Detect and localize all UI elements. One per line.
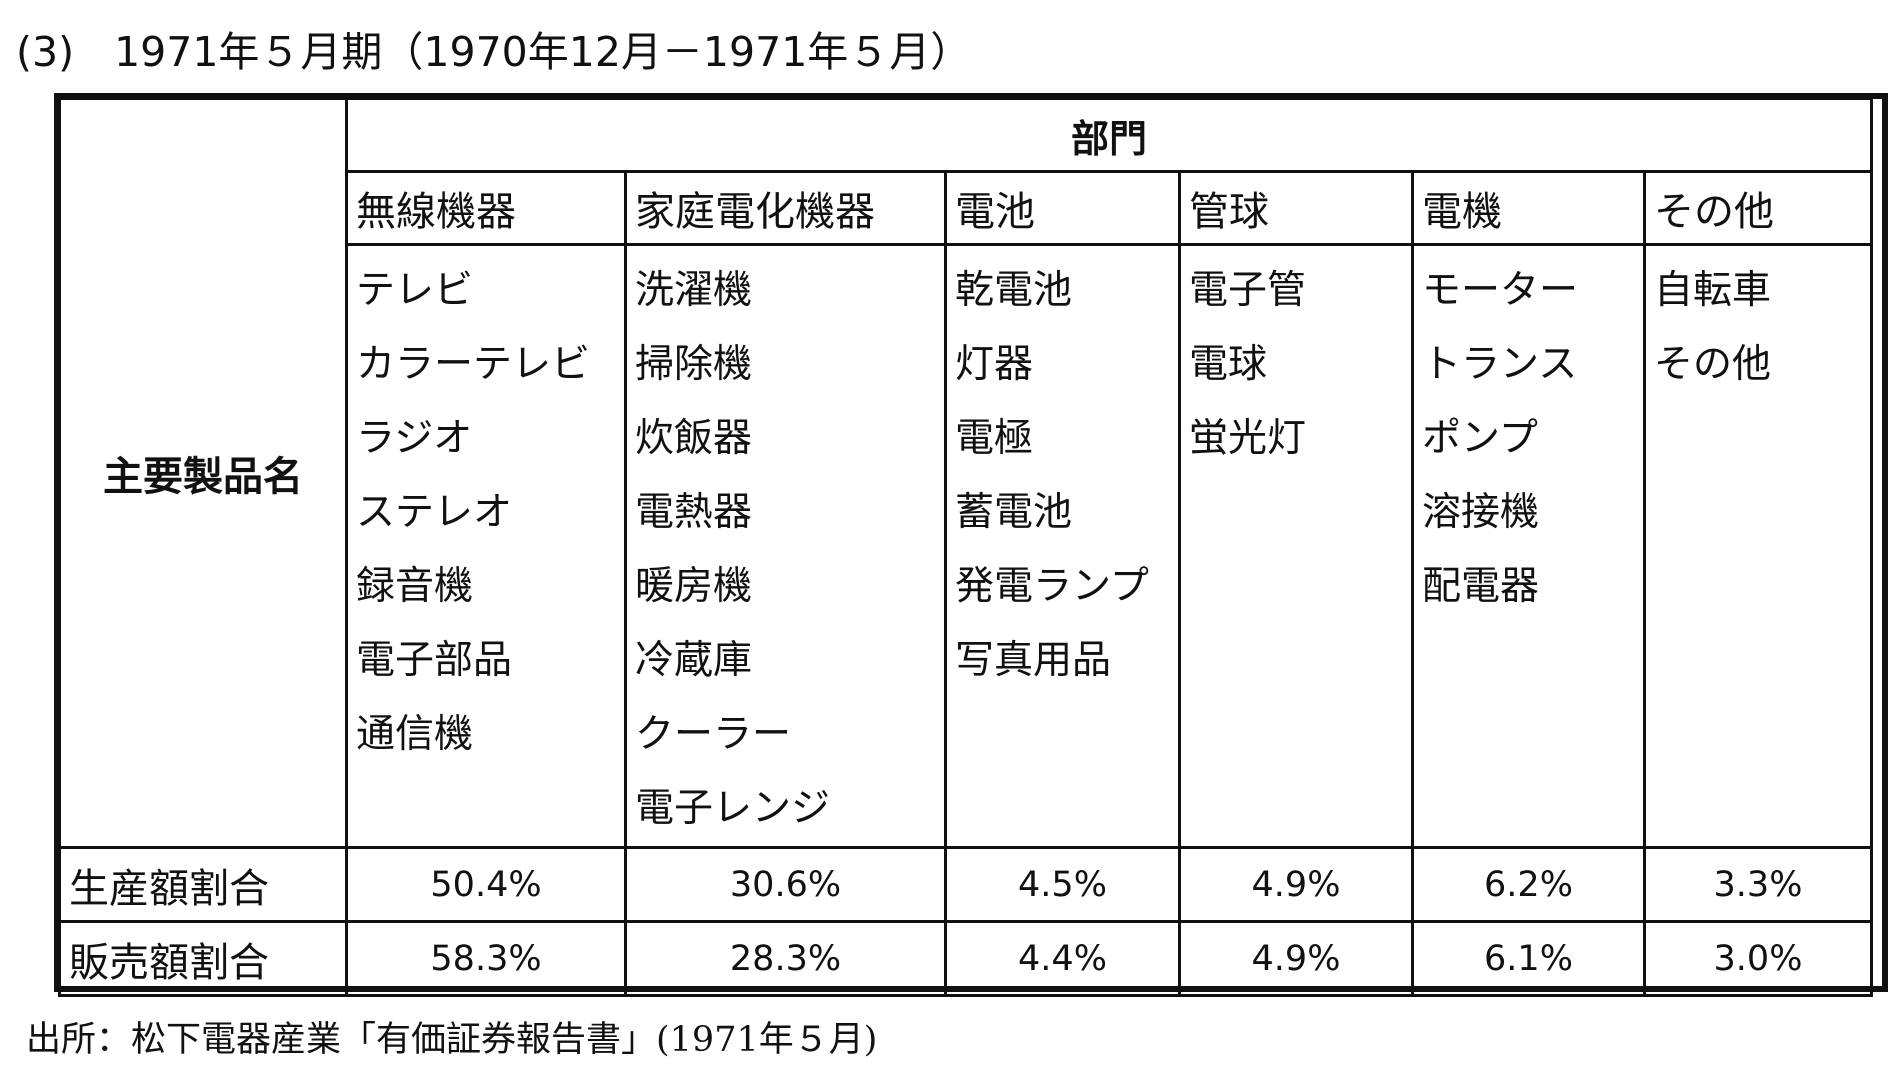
sales-share-value: 6.1% bbox=[1411, 920, 1646, 997]
product-item: 溶接機 bbox=[1422, 490, 1540, 535]
product-item: ステレオ bbox=[356, 490, 513, 535]
product-item: ポンプ bbox=[1422, 416, 1538, 461]
product-item: 電子管 bbox=[1189, 268, 1307, 313]
product-share-table: 主要製品名 部門 無線機器 家庭電化機器 電池 管球 電機 その他 テレビ カラ… bbox=[58, 97, 1873, 997]
sales-share-value: 28.3% bbox=[624, 920, 947, 997]
product-list-electrical-machinery: モーター トランス ポンプ 溶接機 配電器 bbox=[1411, 243, 1646, 849]
production-share-row: 生産額割合 50.4% 30.6% 4.5% 4.9% 6.2% 3.3% bbox=[58, 846, 1873, 923]
sales-share-value: 4.9% bbox=[1178, 920, 1414, 997]
production-share-label: 生産額割合 bbox=[58, 846, 348, 923]
sales-share-value: 58.3% bbox=[345, 920, 627, 997]
department-name-tubes: 管球 bbox=[1178, 170, 1414, 246]
production-share-value: 6.2% bbox=[1411, 846, 1646, 923]
production-share-value: 30.6% bbox=[624, 846, 947, 923]
product-item: クーラー bbox=[635, 712, 792, 757]
product-item: トランス bbox=[1422, 342, 1578, 387]
product-item: モーター bbox=[1422, 268, 1579, 313]
department-name-electrical-machinery: 電機 bbox=[1411, 170, 1646, 246]
product-item: その他 bbox=[1654, 342, 1772, 387]
product-item: 暖房機 bbox=[635, 564, 753, 609]
department-name-home-appliances: 家庭電化機器 bbox=[624, 170, 947, 246]
sales-share-value: 4.4% bbox=[944, 920, 1181, 997]
production-share-value: 4.9% bbox=[1178, 846, 1414, 923]
product-item: 掃除機 bbox=[635, 342, 753, 387]
department-name-radio: 無線機器 bbox=[345, 170, 627, 246]
product-item: 自転車 bbox=[1654, 268, 1772, 313]
product-item: 発電ランプ bbox=[955, 564, 1149, 609]
product-item: 録音機 bbox=[356, 564, 474, 609]
product-item: 冷蔵庫 bbox=[635, 638, 753, 683]
product-item: 配電器 bbox=[1422, 564, 1540, 609]
product-item: 写真用品 bbox=[955, 638, 1112, 683]
product-list-other: 自転車 その他 bbox=[1643, 243, 1873, 849]
product-list-radio: テレビ カラーテレビ ラジオ ステレオ 録音機 電子部品 通信機 bbox=[345, 243, 627, 849]
product-item: 蓄電池 bbox=[955, 490, 1073, 535]
source-note: 出所：松下電器産業「有価証券報告書」(1971年５月) bbox=[26, 1020, 878, 1060]
product-list-batteries: 乾電池 灯器 電極 蓄電池 発電ランプ 写真用品 bbox=[944, 243, 1181, 849]
department-name-batteries: 電池 bbox=[944, 170, 1181, 246]
product-item: 電子レンジ bbox=[635, 786, 831, 831]
product-item: 電極 bbox=[955, 416, 1034, 461]
main-products-label: 主要製品名 bbox=[58, 97, 348, 849]
department-header-row: 主要製品名 部門 bbox=[58, 97, 1873, 849]
sales-share-value: 3.0% bbox=[1643, 920, 1873, 997]
department-header: 部門 bbox=[345, 97, 1873, 173]
product-item: 電子部品 bbox=[356, 638, 513, 683]
production-share-value: 3.3% bbox=[1643, 846, 1873, 923]
sales-share-label: 販売額割合 bbox=[58, 920, 348, 997]
section-number: (3) bbox=[16, 28, 75, 76]
section-title: 1971年５月期（1970年12月－1971年５月） bbox=[114, 28, 972, 76]
product-item: 蛍光灯 bbox=[1189, 416, 1307, 461]
department-name-other: その他 bbox=[1643, 170, 1873, 246]
sales-share-row: 販売額割合 58.3% 28.3% 4.4% 4.9% 6.1% 3.0% bbox=[58, 920, 1873, 997]
product-item: 炊飯器 bbox=[635, 416, 753, 461]
product-item: 乾電池 bbox=[955, 268, 1073, 313]
product-item: カラーテレビ bbox=[356, 342, 591, 387]
product-item: 洗濯機 bbox=[635, 268, 753, 313]
product-item: 通信機 bbox=[356, 712, 474, 757]
product-item: テレビ bbox=[356, 268, 474, 313]
products-row: テレビ カラーテレビ ラジオ ステレオ 録音機 電子部品 通信機 洗濯機 掃除機… bbox=[60, 243, 1873, 849]
production-share-value: 50.4% bbox=[345, 846, 627, 923]
product-item: 電球 bbox=[1189, 342, 1268, 387]
product-list-home-appliances: 洗濯機 掃除機 炊飯器 電熱器 暖房機 冷蔵庫 クーラー 電子レンジ bbox=[624, 243, 947, 849]
product-item: 電熱器 bbox=[635, 490, 753, 535]
section-heading: (3) 1971年５月期（1970年12月－1971年５月） bbox=[16, 22, 971, 82]
product-list-tubes: 電子管 電球 蛍光灯 bbox=[1178, 243, 1414, 849]
department-names-row: 無線機器 家庭電化機器 電池 管球 電機 その他 bbox=[60, 170, 1873, 246]
product-item: 灯器 bbox=[955, 342, 1034, 387]
product-item: ラジオ bbox=[356, 416, 473, 461]
production-share-value: 4.5% bbox=[944, 846, 1181, 923]
